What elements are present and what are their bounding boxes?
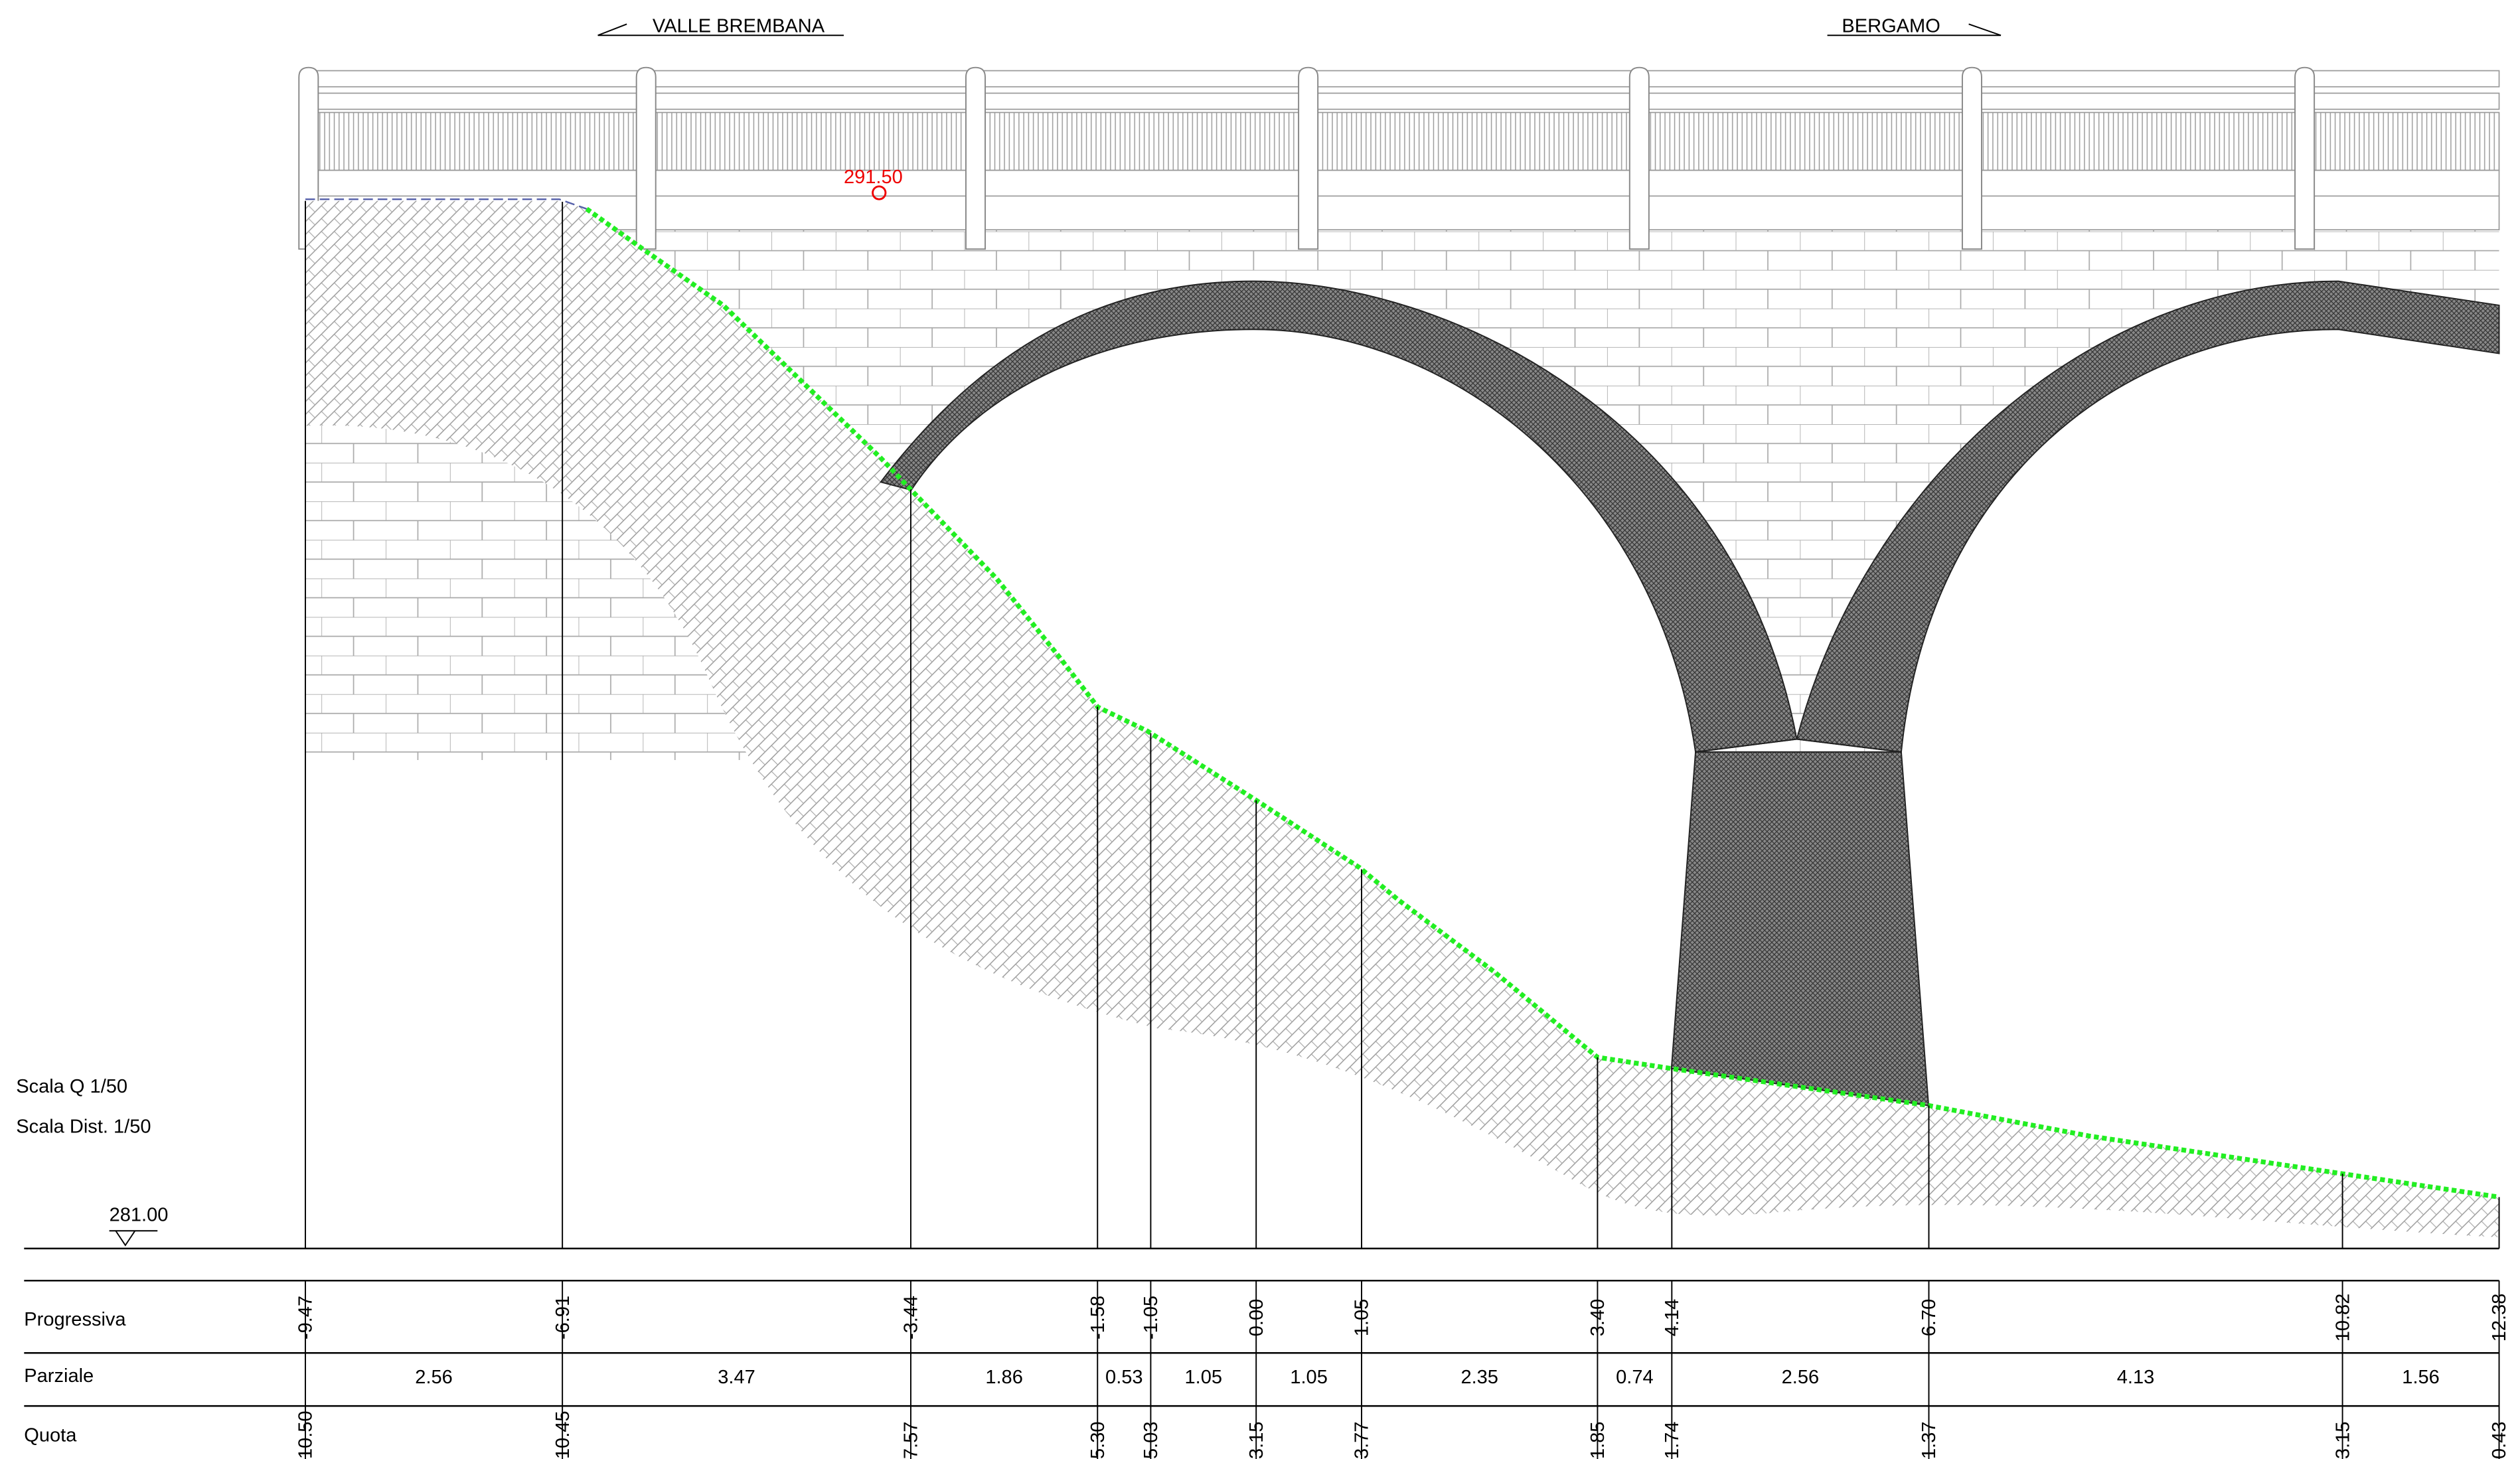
progressiva-value: 10.82 (2332, 1294, 2353, 1342)
soil (305, 200, 2499, 1237)
quota-value: 3.15 (1246, 1421, 1267, 1459)
progressiva-value: -1.05 (1141, 1296, 1162, 1340)
progressiva-value: 1.05 (1352, 1299, 1373, 1337)
quota-value: 1.85 (1587, 1421, 1609, 1459)
progressiva-value: -9.47 (295, 1296, 317, 1340)
direction-left: VALLE BREMBANA (653, 15, 825, 37)
quota-value: 10.45 (552, 1411, 574, 1459)
parziale-value: 1.56 (2402, 1367, 2440, 1388)
progressiva-value: 12.38 (2489, 1294, 2510, 1342)
progressiva-value: -3.44 (901, 1296, 922, 1340)
progressiva-value: 0.00 (1246, 1299, 1267, 1337)
direction-right: BERGAMO (1842, 15, 1940, 37)
parziale-value: 2.56 (415, 1367, 453, 1388)
scale-note: Scala Dist. 1/50 (16, 1116, 151, 1138)
quota-value: 0.43 (2489, 1421, 2510, 1459)
quota-value: 1.74 (1662, 1421, 1683, 1459)
parziale-value: 0.74 (1616, 1367, 1654, 1388)
scale-note: Scala Q 1/50 (16, 1076, 127, 1097)
railing-post (635, 66, 657, 250)
quota-value: 1.37 (1919, 1421, 1940, 1459)
design-line (305, 198, 588, 210)
parziale-value: 1.05 (1185, 1367, 1223, 1388)
parziale-value: 3.47 (718, 1367, 755, 1388)
parziale-value: 2.56 (1782, 1367, 1820, 1388)
railing-post (2294, 66, 2316, 250)
progressiva-value: 4.14 (1662, 1299, 1683, 1337)
progressiva-value: -6.91 (552, 1296, 574, 1340)
quota-value: 3.77 (1352, 1421, 1373, 1459)
parziale-value: 0.53 (1105, 1367, 1143, 1388)
reference-level: 281.00 (110, 1205, 169, 1226)
progressiva-value: 6.70 (1919, 1299, 1940, 1337)
quota-value: 10.50 (295, 1411, 317, 1459)
quota-value: 3.15 (2332, 1421, 2353, 1459)
progressiva-value: -1.58 (1087, 1296, 1109, 1340)
elevation-marker: 291.50 (844, 167, 903, 188)
railing-post (1628, 66, 1650, 250)
ground-line (585, 206, 2500, 1200)
parziale-value: 1.86 (985, 1367, 1023, 1388)
annotations: VALLE BREMBANA BERGAMO 291.50 Scala Q 1/… (16, 15, 2499, 1446)
quota-value: 5.30 (1087, 1421, 1109, 1459)
railing-post (1961, 66, 1982, 250)
railing-post (1298, 66, 1319, 250)
railing-post (965, 66, 986, 250)
arches (880, 280, 2500, 1107)
row-label: Quota (24, 1424, 77, 1446)
progressiva-value: 3.40 (1587, 1299, 1609, 1337)
profile-columns: -9.47 10.50 -6.91 10.45 -3.44 7.57 -1.58 5.30 -1… (295, 200, 2510, 1459)
quota-value: 5.03 (1141, 1421, 1162, 1459)
parziale-value: 2.35 (1460, 1367, 1498, 1388)
row-label: Progressiva (24, 1309, 126, 1330)
parziale-value: 4.13 (2117, 1367, 2155, 1388)
quota-value: 7.57 (901, 1421, 922, 1459)
parziale-value: 1.05 (1290, 1367, 1328, 1388)
row-label: Parziale (24, 1365, 94, 1387)
